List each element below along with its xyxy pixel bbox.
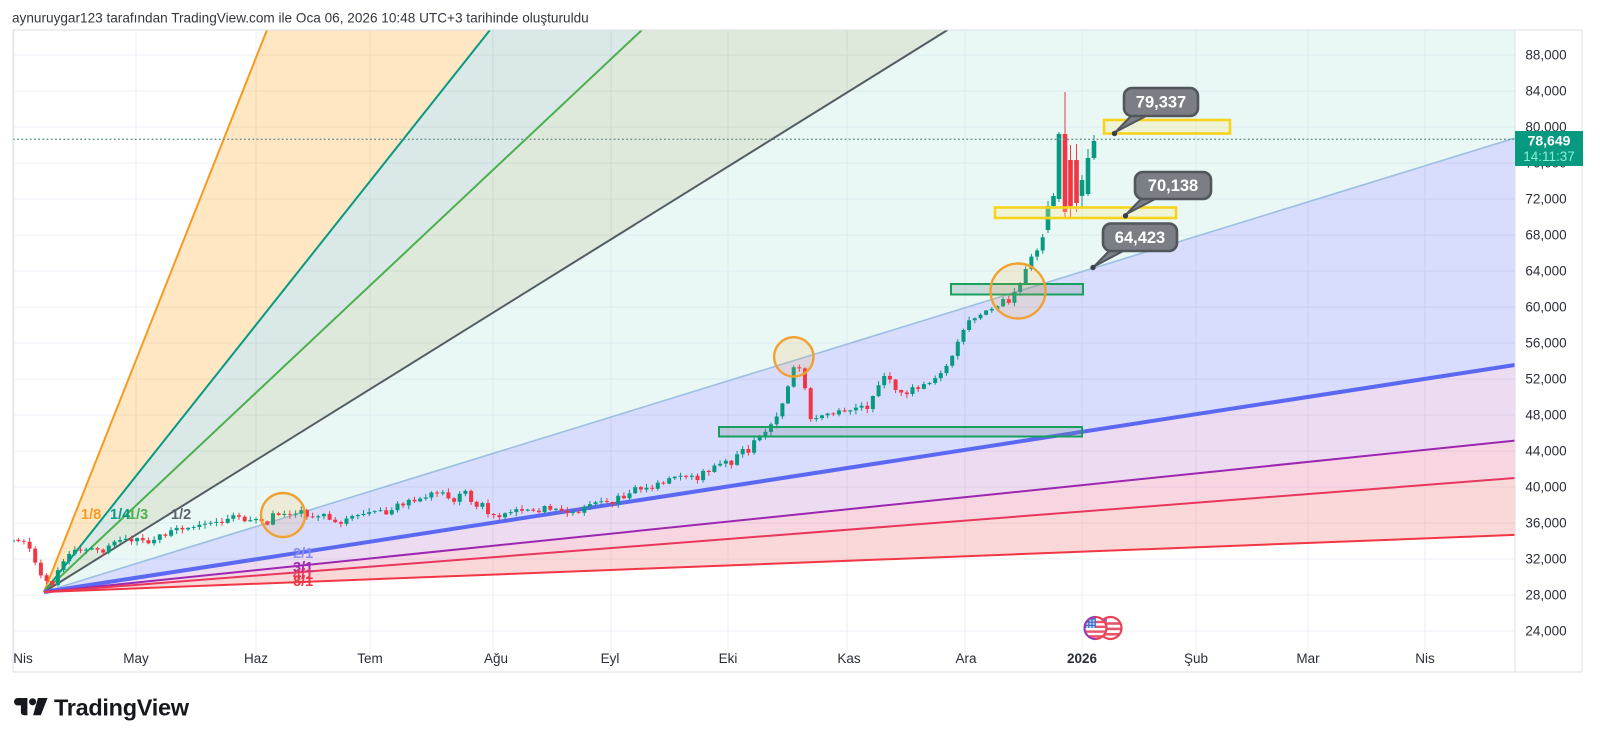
svg-text:Ağu: Ağu: [484, 651, 508, 666]
svg-text:8/1: 8/1: [293, 574, 313, 590]
svg-text:aynuruygar123 tarafından Tradi: aynuruygar123 tarafından TradingView.com…: [12, 11, 589, 26]
svg-text:72,000: 72,000: [1525, 192, 1566, 207]
svg-text:1/8: 1/8: [81, 507, 101, 523]
svg-text:Tem: Tem: [357, 651, 383, 666]
svg-text:14:11:37: 14:11:37: [1523, 149, 1575, 164]
svg-text:48,000: 48,000: [1525, 408, 1566, 423]
svg-text:28,000: 28,000: [1525, 588, 1566, 603]
svg-text:Kas: Kas: [837, 651, 861, 666]
svg-text:32,000: 32,000: [1525, 552, 1566, 567]
svg-text:44,000: 44,000: [1525, 444, 1566, 459]
svg-text:88,000: 88,000: [1525, 48, 1566, 63]
svg-text:80,000: 80,000: [1525, 120, 1566, 135]
svg-text:Eyl: Eyl: [601, 651, 620, 666]
svg-text:64,000: 64,000: [1525, 264, 1566, 279]
svg-text:64,423: 64,423: [1115, 229, 1165, 247]
svg-text:52,000: 52,000: [1525, 372, 1566, 387]
svg-text:70,138: 70,138: [1148, 177, 1198, 195]
svg-text:1/3: 1/3: [128, 507, 148, 523]
svg-text:60,000: 60,000: [1525, 300, 1566, 315]
svg-text:78,649: 78,649: [1528, 133, 1571, 149]
svg-text:1/2: 1/2: [171, 507, 191, 523]
svg-text:36,000: 36,000: [1525, 516, 1566, 531]
svg-text:Nis: Nis: [13, 651, 33, 666]
svg-text:Haz: Haz: [244, 651, 268, 666]
svg-text:2/1: 2/1: [293, 546, 313, 562]
svg-text:Mar: Mar: [1296, 651, 1320, 666]
svg-text:84,000: 84,000: [1525, 84, 1566, 99]
svg-text:79,337: 79,337: [1136, 94, 1186, 112]
svg-text:TradingView: TradingView: [54, 695, 190, 721]
svg-text:4/1: 4/1: [293, 567, 313, 583]
svg-text:3/1: 3/1: [293, 560, 313, 576]
svg-text:68,000: 68,000: [1525, 228, 1566, 243]
svg-text:1/4: 1/4: [110, 507, 130, 523]
svg-text:56,000: 56,000: [1525, 336, 1566, 351]
svg-text:Ara: Ara: [955, 651, 977, 666]
svg-text:Eki: Eki: [719, 651, 738, 666]
svg-text:2026: 2026: [1067, 651, 1098, 666]
svg-text:40,000: 40,000: [1525, 480, 1566, 495]
svg-text:24,000: 24,000: [1525, 624, 1566, 639]
svg-text:Nis: Nis: [1415, 651, 1435, 666]
svg-text:Şub: Şub: [1184, 651, 1208, 666]
svg-text:May: May: [123, 651, 149, 666]
